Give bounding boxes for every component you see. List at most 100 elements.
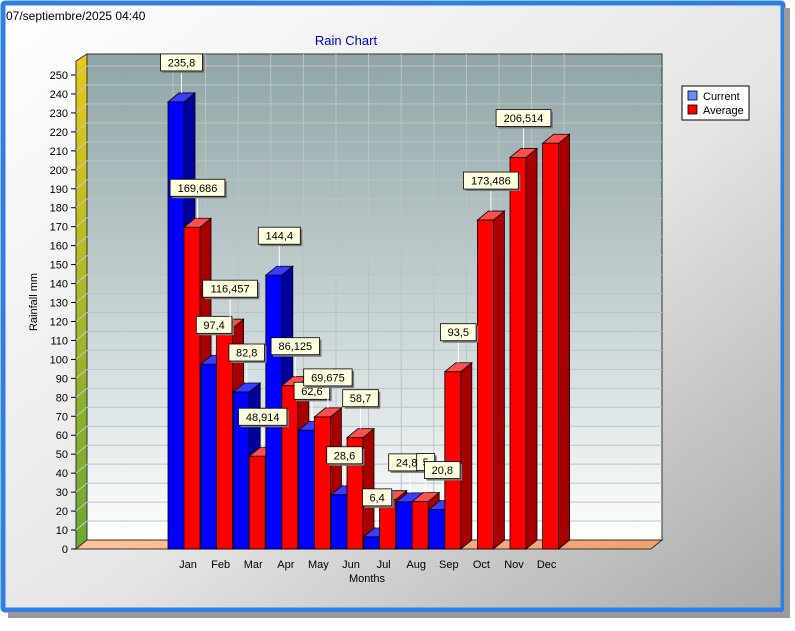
y-tick-label: 220 (50, 127, 68, 139)
y-tick-label: 150 (50, 260, 68, 272)
y-axis: 0 10 20 30 40 50 60 70 80 90 100 110 120 130 140 150 160… (50, 70, 76, 556)
svg-text:86,125: 86,125 (278, 341, 312, 353)
window-shadow-right (784, 8, 790, 614)
data-label-average: 169,686 (169, 178, 227, 219)
data-label-current: 144,4 (257, 226, 303, 267)
x-axis-label: Months (349, 573, 386, 585)
gridline-side (75, 406, 88, 417)
y-tick-label: 80 (56, 392, 68, 404)
data-label-average: 86,125 (270, 337, 322, 377)
gridline-side (75, 350, 88, 360)
bars (166, 92, 571, 550)
data-label-average: 69,675 (303, 368, 355, 408)
y-tick-label: 160 (50, 241, 68, 253)
svg-text:6,4: 6,4 (369, 492, 384, 504)
svg-text:206,514: 206,514 (504, 113, 544, 125)
timestamp: 07/septiembre/2025 04:40 (6, 9, 146, 23)
y-tick-label: 240 (50, 89, 68, 101)
y-tick-label: 70 (56, 411, 68, 423)
x-tick-label: May (308, 559, 329, 571)
y-tick-label: 140 (50, 279, 68, 291)
data-label-average: 48,914 (238, 407, 289, 448)
data-labels: 235,8 169,686 97,4 116,457 82,8 48,914 144,4 86… (160, 53, 553, 528)
svg-text:235,8: 235,8 (168, 57, 196, 69)
y-tick-label: 130 (50, 298, 68, 310)
svg-text:169,686: 169,686 (178, 183, 218, 195)
data-label-current: 82,8 (228, 343, 267, 384)
data-label-average: 173,486 (463, 171, 521, 212)
legend-label-average: Average (703, 105, 744, 117)
gridline-side (75, 387, 88, 398)
data-label-average: 58,7 (342, 389, 381, 429)
x-tick-label: Feb (211, 559, 230, 571)
gridline-side (75, 312, 88, 322)
bar-average (508, 147, 539, 550)
gridline-side (75, 217, 88, 228)
y-tick-label: 180 (50, 203, 68, 215)
data-label-average: 206,514 (495, 109, 553, 149)
bar-average (443, 361, 473, 550)
gridline-side (75, 425, 88, 436)
y-tick-label: 100 (50, 354, 68, 366)
gridline-side (75, 368, 88, 379)
gridline-side (75, 179, 88, 190)
y-tick-label: 170 (50, 222, 68, 234)
x-tick-label: Mar (244, 559, 263, 571)
gridline-side (75, 103, 88, 114)
svg-text:173,486: 173,486 (471, 176, 511, 188)
legend-swatch-current (687, 90, 698, 101)
y-tick-label: 30 (56, 487, 68, 499)
x-tick-label: Jul (377, 559, 391, 571)
legend-label-current: Current (703, 91, 740, 103)
y-tick-label: 40 (56, 468, 68, 480)
y-tick-label: 200 (50, 165, 68, 177)
data-label-current: 235,8 (160, 53, 205, 93)
y-axis-label: Rainfall mm (28, 273, 40, 331)
gridline-side (75, 236, 88, 247)
gridline-side (75, 122, 88, 133)
y-tick-label: 20 (56, 506, 68, 518)
y-tick-label: 50 (56, 449, 68, 461)
svg-text:116,457: 116,457 (211, 284, 250, 296)
gridline-side (75, 463, 88, 474)
svg-text:97,4: 97,4 (203, 320, 224, 332)
gridline-side (75, 331, 88, 341)
legend-swatch-average (687, 104, 698, 115)
x-tick-label: Aug (406, 559, 426, 571)
svg-text:62,6: 62,6 (301, 386, 322, 398)
gridline-side (75, 198, 88, 209)
y-tick-label: 0 (62, 544, 68, 556)
chart-title: Rain Chart (315, 33, 378, 48)
y-tick-label: 250 (50, 70, 68, 82)
data-label-current: 62,6 (293, 381, 332, 422)
bar-average (541, 133, 571, 550)
gridline-side (75, 255, 88, 265)
gridline-side (75, 65, 88, 76)
y-tick-label: 210 (50, 146, 68, 158)
svg-text:82,8: 82,8 (236, 348, 257, 360)
bar-average (476, 210, 506, 550)
data-label-current: 6,4 (362, 488, 394, 528)
x-tick-label: Oct (473, 559, 490, 571)
data-label-current: 97,4 (195, 315, 234, 356)
y-tick-label: 10 (56, 525, 68, 537)
y-tick-label: 60 (56, 430, 68, 442)
svg-text:144,4: 144,4 (266, 231, 294, 243)
y-tick-label: 120 (50, 316, 68, 328)
data-label-average: 116,457 (202, 279, 260, 320)
data-label-current: 28,6 (326, 446, 365, 486)
svg-text:20,8: 20,8 (432, 465, 453, 477)
svg-text:69,675: 69,675 (311, 372, 345, 384)
gridline-side (75, 293, 88, 303)
x-tick-label: Apr (277, 559, 294, 571)
x-axis: Jan Feb Mar Apr May Jun Jul Aug Sep Oct Nov Dec (179, 559, 557, 571)
data-label-average: 93,5 (440, 323, 479, 363)
gridline-side (75, 84, 88, 95)
window-shadow-bottom (8, 612, 790, 618)
gridline-side (75, 274, 88, 284)
gridline-side (75, 160, 88, 171)
svg-text:93,5: 93,5 (448, 327, 469, 339)
y-tick-label: 190 (50, 184, 68, 196)
